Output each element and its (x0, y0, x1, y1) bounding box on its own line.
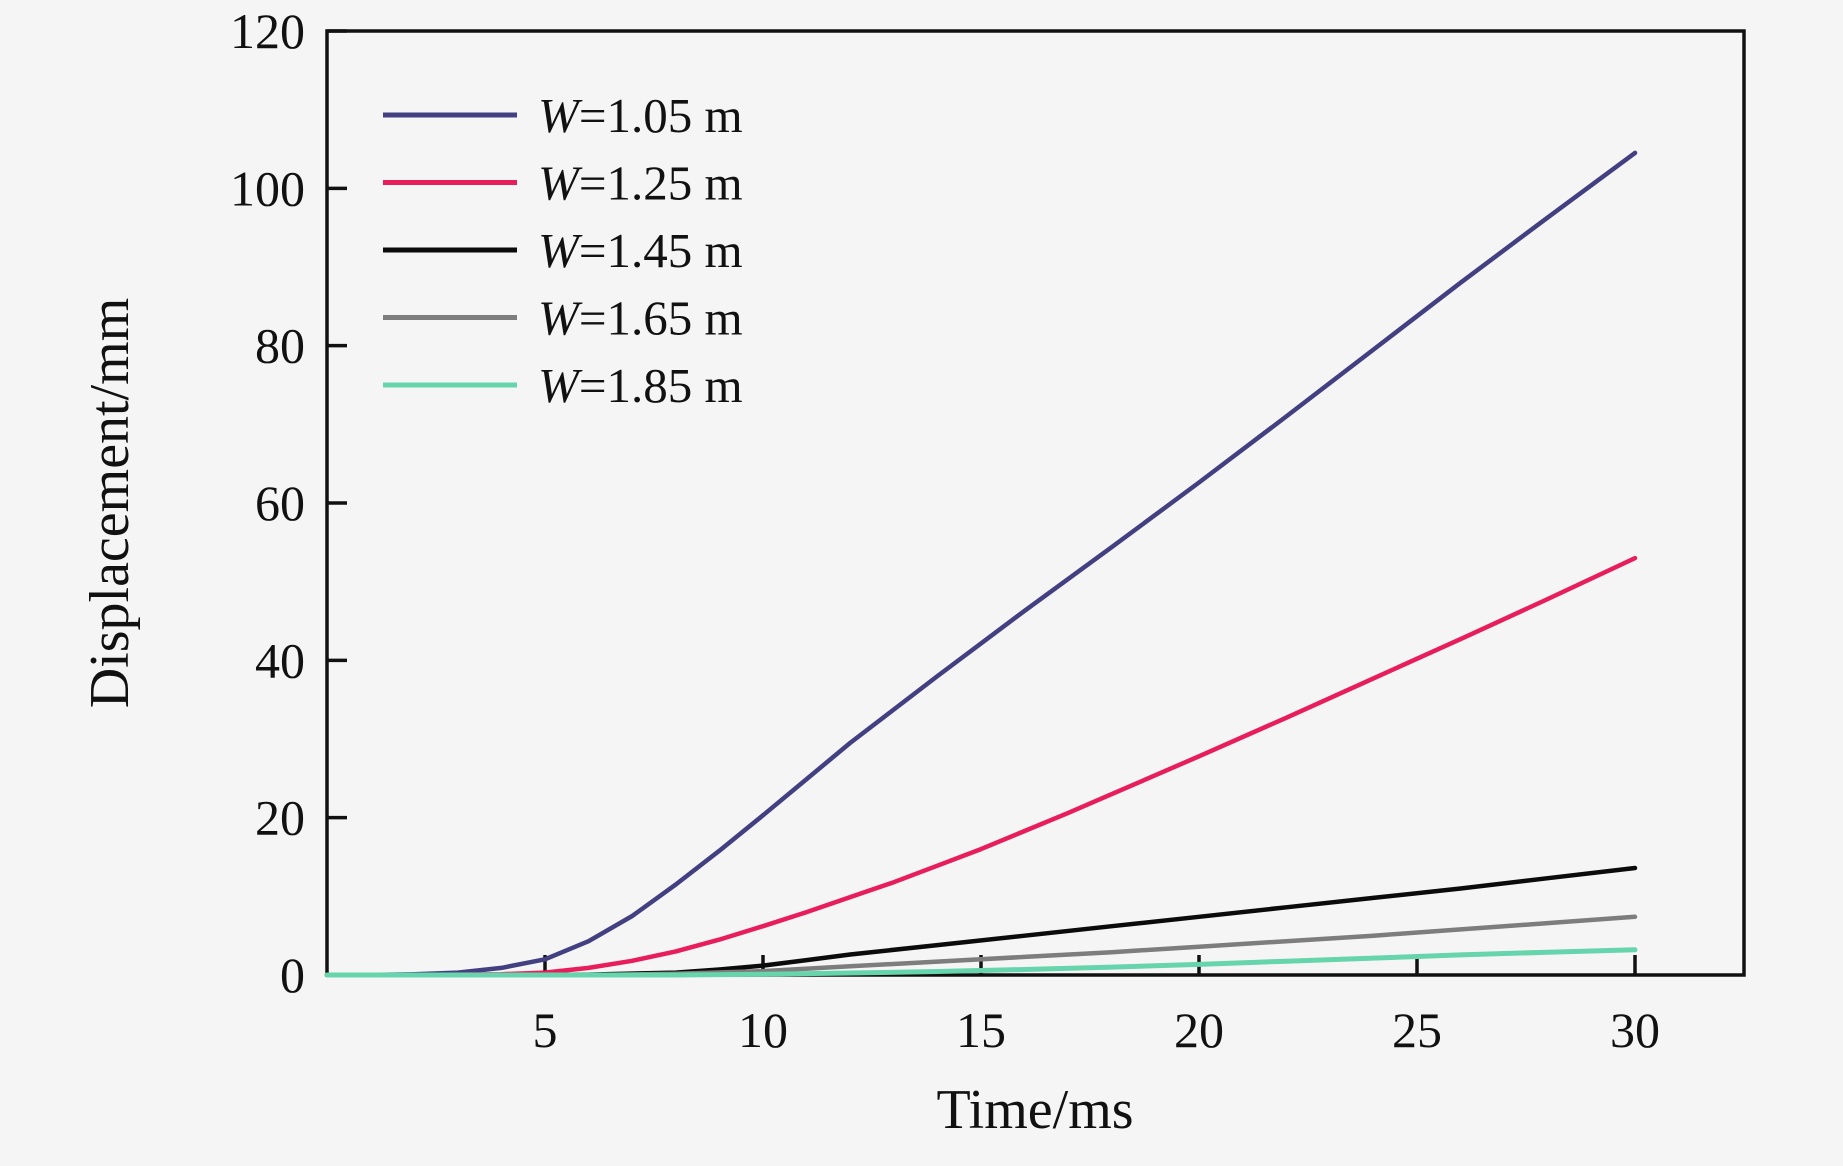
series-line-5 (324, 947, 1638, 978)
x-tick-label: 15 (956, 1002, 1006, 1058)
y-tick-label: 40 (255, 632, 305, 688)
legend-label: W=1.05 m (538, 88, 743, 143)
legend-item: W=1.85 m (383, 358, 743, 413)
y-tick-label: 20 (255, 790, 305, 846)
series-line-2 (324, 555, 1638, 978)
legend-item: W=1.05 m (383, 88, 743, 143)
x-tick-label: 25 (1392, 1002, 1442, 1058)
legend-item: W=1.45 m (383, 223, 743, 278)
y-tick-label: 80 (255, 318, 305, 374)
legend-label: W=1.65 m (538, 291, 743, 346)
x-tick-label: 5 (533, 1002, 558, 1058)
x-tick-label: 10 (738, 1002, 788, 1058)
legend-item: W=1.25 m (383, 156, 743, 211)
legend: W=1.05 m W=1.25 m W=1.45 m W=1.65 m W=1.85 m (383, 88, 743, 413)
y-tick-label: 120 (230, 3, 305, 59)
y-tick-label: 60 (255, 475, 305, 531)
legend-item: W=1.65 m (383, 291, 743, 346)
legend-label: W=1.85 m (538, 358, 743, 413)
x-tick-label: 20 (1174, 1002, 1224, 1058)
legend-label: W=1.25 m (538, 156, 743, 211)
y-tick-label: 0 (280, 947, 305, 1003)
y-tick-label: 100 (230, 160, 305, 216)
x-axis-title: Time/ms (936, 1079, 1133, 1141)
x-tick-label: 30 (1610, 1002, 1660, 1058)
y-axis-title: Displacement/mm (79, 298, 141, 709)
legend-label: W=1.45 m (538, 223, 743, 278)
series-line-1 (324, 150, 1638, 978)
axis-ticks (327, 29, 1637, 977)
series-lines (324, 150, 1638, 978)
axis-tick-labels: 5 10 15 20 25 30 0 20 40 60 80 100 120 (230, 3, 1660, 1058)
